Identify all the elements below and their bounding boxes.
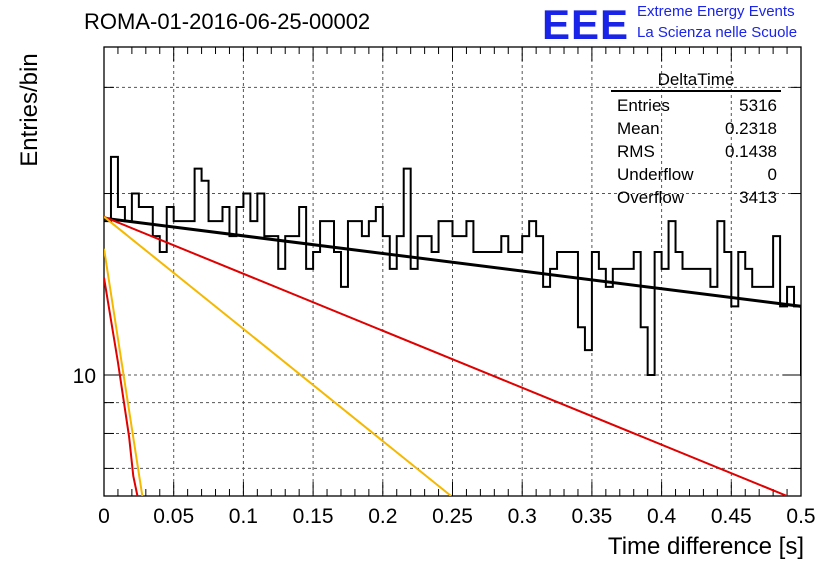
x-tick-label: 0.35	[571, 505, 612, 528]
x-tick-label: 0	[98, 505, 110, 528]
stats-row-underflow: Underflow 0	[611, 163, 781, 186]
run-title: ROMA-01-2016-06-25-00002	[84, 9, 371, 34]
x-tick-label: 0.25	[432, 505, 473, 528]
stats-row-entries: Entries 5316	[611, 94, 781, 117]
red-curve-series	[104, 277, 139, 496]
orange-line-series	[104, 216, 452, 496]
x-tick-label: 0.1	[229, 505, 258, 528]
histogram-line	[104, 155, 801, 377]
x-axis-label: Time difference [s]	[607, 533, 804, 560]
stats-label: Entries	[617, 96, 670, 115]
logo-tagline-2: La Scienza nelle Scuole	[637, 24, 798, 41]
x-tick-label: 0.05	[153, 505, 194, 528]
stats-row-overflow: Overflow 3413	[611, 186, 781, 209]
red-line-series	[104, 215, 788, 496]
black-line-series	[104, 216, 801, 308]
stats-box-title: DeltaTime	[611, 70, 781, 92]
stats-row-rms: RMS 0.1438	[611, 140, 781, 163]
stats-label: Underflow	[617, 165, 694, 184]
y-tick-label: 10	[73, 365, 96, 388]
y-axis-label: Entries/bin	[16, 53, 43, 167]
stats-value: 0.2318	[725, 119, 777, 138]
x-tick-label: 0.4	[647, 505, 677, 528]
x-tick-label: 0.15	[293, 505, 334, 528]
stats-row-mean: Mean 0.2318	[611, 117, 781, 140]
stats-label: Mean	[617, 119, 660, 138]
stats-value: 0.1438	[725, 142, 777, 161]
stats-box: DeltaTime Entries 5316 Mean 0.2318 RMS 0…	[611, 70, 781, 209]
logo-tagline-1: Extreme Energy Events	[637, 3, 795, 20]
stats-label: RMS	[617, 142, 655, 161]
stats-label: Overflow	[617, 188, 685, 207]
x-tick-label: 0.45	[711, 505, 752, 528]
stats-value: 3413	[739, 188, 777, 207]
stats-value: 0	[767, 165, 777, 184]
stats-value: 5316	[739, 96, 777, 115]
x-tick-label: 0.5	[786, 505, 815, 528]
eee-logo: EEE	[542, 1, 630, 48]
orange-line-series	[104, 248, 144, 496]
x-tick-label: 0.2	[368, 505, 397, 528]
x-tick-label: 0.3	[508, 505, 537, 528]
